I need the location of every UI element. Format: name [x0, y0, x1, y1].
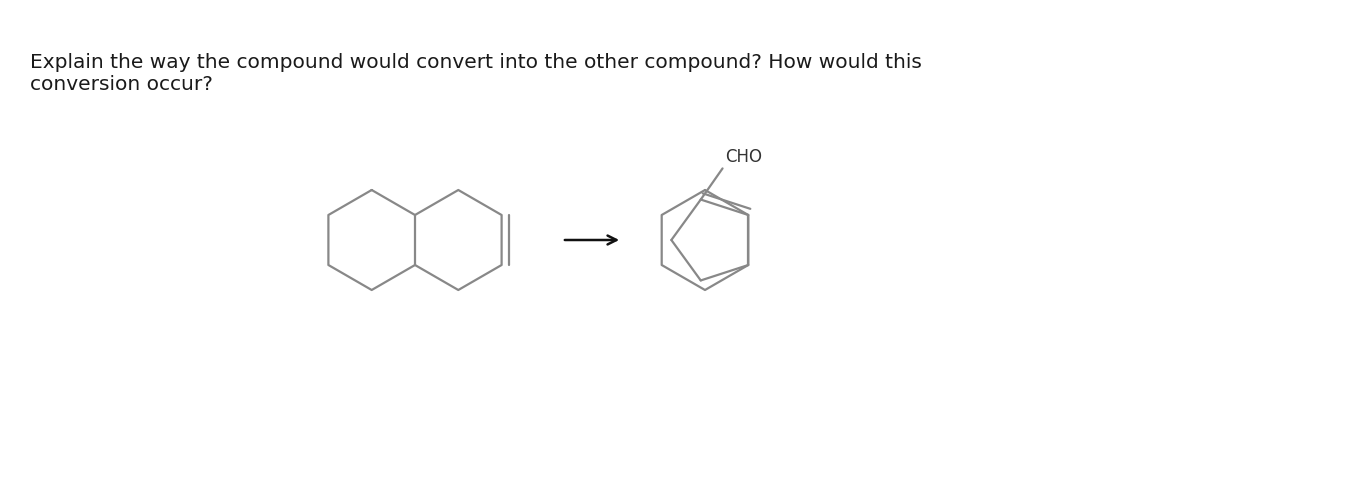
Text: Explain the way the compound would convert into the other compound? How would th: Explain the way the compound would conve… [30, 53, 922, 94]
Text: CHO: CHO [726, 149, 763, 166]
